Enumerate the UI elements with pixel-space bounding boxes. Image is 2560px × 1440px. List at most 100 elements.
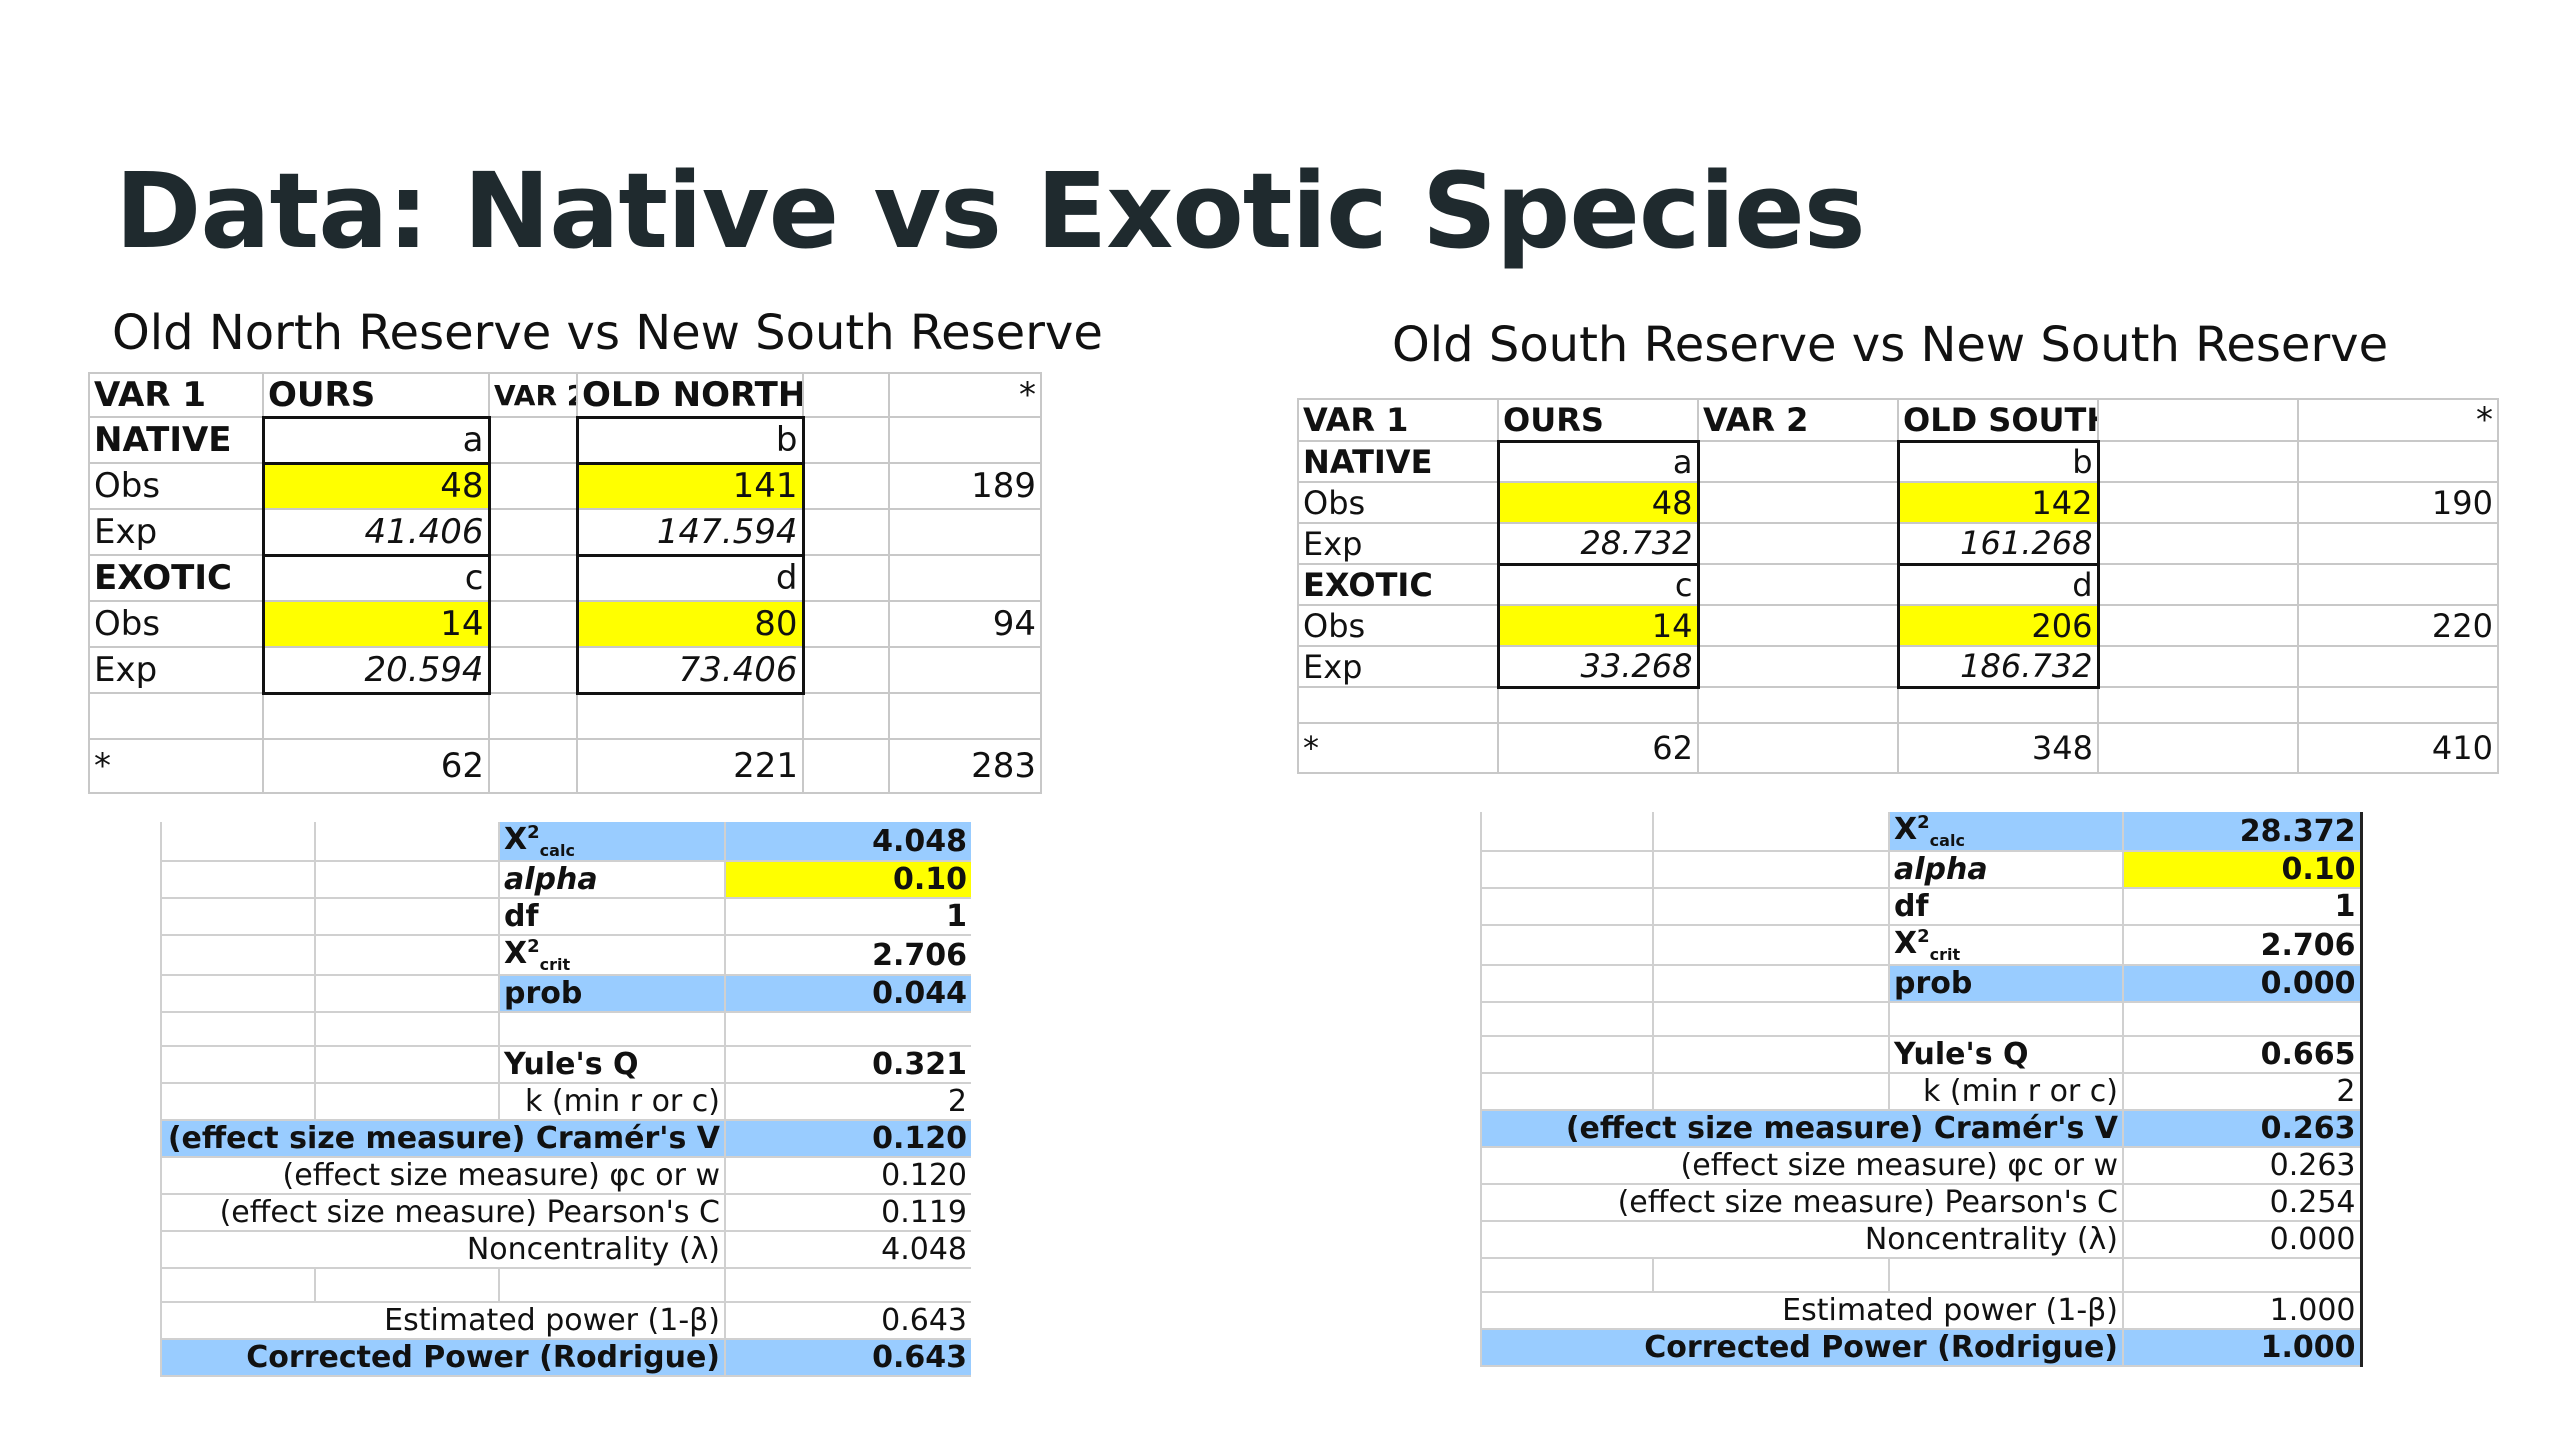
obs-label: Obs (1297, 481, 1499, 524)
k-value: 2 (724, 1083, 971, 1121)
native-obs-ours: 48 (261, 462, 491, 510)
native-obs-total: 189 (888, 462, 1042, 510)
chi-crit-label: X2crit (1888, 925, 2123, 966)
chi-calc-value: 4.048 (724, 822, 971, 862)
grand-total: 283 (888, 738, 1042, 794)
star-header: * (2297, 398, 2499, 442)
star-header: * (888, 372, 1042, 418)
exp-label: Exp (1297, 522, 1499, 565)
exotic-exp-other: 186.732 (1896, 645, 2100, 689)
native-obs-ours: 48 (1496, 481, 1700, 524)
k-value: 2 (2122, 1073, 2363, 1111)
yules-q-value: 0.321 (724, 1046, 971, 1084)
yules-q-value: 0.665 (2122, 1036, 2363, 1074)
letter-a: a (1496, 439, 1700, 483)
ours-header: OURS (262, 372, 490, 418)
total-ours: 62 (1497, 722, 1699, 774)
exotic-label: EXOTIC (88, 554, 264, 602)
exotic-obs-total: 220 (2297, 604, 2499, 647)
df-label: df (1888, 888, 2123, 926)
df-value: 1 (2122, 888, 2363, 926)
corr-power-value: 0.643 (724, 1339, 971, 1377)
other-header: OLD SOUTH (1897, 398, 2099, 442)
chi-calc-label: X2calc (1888, 812, 2123, 852)
chi-calc-value: 28.372 (2122, 812, 2363, 852)
chi-calc-label: X2calc (498, 822, 725, 862)
prob-value: 0.044 (724, 975, 971, 1013)
noncentrality-value: 0.000 (2122, 1221, 2363, 1259)
native-obs-other: 142 (1896, 481, 2100, 524)
corr-power-label: Corrected Power (Rodrigue) (1480, 1329, 2123, 1367)
exotic-obs-ours: 14 (261, 600, 491, 648)
total-other: 348 (1897, 722, 2099, 774)
exotic-obs-ours: 14 (1496, 604, 1700, 647)
est-power-value: 0.643 (724, 1302, 971, 1340)
exp-label: Exp (1297, 645, 1499, 688)
alpha-label: alpha (498, 861, 725, 899)
native-exp-other: 161.268 (1896, 522, 2100, 566)
exp-label: Exp (88, 508, 264, 556)
letter-d: d (575, 554, 805, 602)
corr-power-value: 1.000 (2122, 1329, 2363, 1367)
left-contingency-table: VAR 1 OURS VAR 2 OLD NORTH * NATIVE a b … (88, 372, 1042, 794)
right-subtitle: Old South Reserve vs New South Reserve (1392, 317, 2389, 373)
pearson-c-label: (effect size measure) Pearson's C (160, 1194, 725, 1232)
letter-c: c (1496, 563, 1700, 606)
var2-header: VAR 2 (488, 372, 578, 418)
total-label: * (1297, 722, 1499, 774)
pearson-c-label: (effect size measure) Pearson's C (1480, 1184, 2123, 1222)
obs-label: Obs (1297, 604, 1499, 647)
grand-total: 410 (2297, 722, 2499, 774)
exotic-exp-ours: 33.268 (1496, 645, 1700, 689)
other-header: OLD NORTH (576, 372, 804, 418)
native-exp-ours: 28.732 (1496, 522, 1700, 566)
right-contingency-table: VAR 1 OURS VAR 2 OLD SOUTH * NATIVE a b … (1297, 398, 2499, 774)
native-obs-total: 190 (2297, 481, 2499, 524)
var2-header: VAR 2 (1697, 398, 1899, 442)
obs-label: Obs (88, 462, 264, 510)
native-exp-other: 147.594 (575, 508, 805, 557)
right-stats-table: X2calc 28.372 alpha 0.10 df 1 X2crit 2.7… (1480, 812, 2363, 1367)
noncentrality-label: Noncentrality (λ) (1480, 1221, 2123, 1259)
native-label: NATIVE (1297, 440, 1499, 483)
letter-d: d (1896, 563, 2100, 606)
yules-q-label: Yule's Q (498, 1046, 725, 1084)
est-power-label: Estimated power (1-β) (160, 1302, 725, 1340)
df-label: df (498, 898, 725, 936)
native-exp-ours: 41.406 (261, 508, 491, 557)
k-label: k (min r or c) (498, 1083, 725, 1121)
phi-value: 0.120 (724, 1157, 971, 1195)
letter-a: a (261, 415, 491, 465)
exotic-label: EXOTIC (1297, 563, 1499, 606)
exotic-exp-ours: 20.594 (261, 646, 491, 695)
exp-label: Exp (88, 646, 264, 694)
df-value: 1 (724, 898, 971, 936)
prob-label: prob (1888, 965, 2123, 1003)
letter-b: b (575, 415, 805, 465)
k-label: k (min r or c) (1888, 1073, 2123, 1111)
prob-label: prob (498, 975, 725, 1013)
letter-c: c (261, 554, 491, 602)
exotic-exp-other: 73.406 (575, 646, 805, 695)
total-ours: 62 (262, 738, 490, 794)
ours-header: OURS (1497, 398, 1699, 442)
phi-value: 0.263 (2122, 1147, 2363, 1185)
corr-power-label: Corrected Power (Rodrigue) (160, 1339, 725, 1377)
noncentrality-label: Noncentrality (λ) (160, 1231, 725, 1269)
cramers-v-value: 0.120 (724, 1120, 971, 1158)
cramers-v-label: (effect size measure) Cramér's V (1480, 1110, 2123, 1148)
chi-crit-label: X2crit (498, 935, 725, 976)
phi-label: (effect size measure) φc or w (160, 1157, 725, 1195)
pearson-c-value: 0.119 (724, 1194, 971, 1232)
var1-header: VAR 1 (88, 372, 264, 418)
est-power-label: Estimated power (1-β) (1480, 1292, 2123, 1330)
noncentrality-value: 4.048 (724, 1231, 971, 1269)
left-subtitle: Old North Reserve vs New South Reserve (112, 305, 1103, 361)
total-other: 221 (576, 738, 804, 794)
pearson-c-value: 0.254 (2122, 1184, 2363, 1222)
native-label: NATIVE (88, 416, 264, 464)
alpha-value: 0.10 (2122, 851, 2363, 889)
letter-b: b (1896, 439, 2100, 483)
cramers-v-value: 0.263 (2122, 1110, 2363, 1148)
exotic-obs-total: 94 (888, 600, 1042, 648)
